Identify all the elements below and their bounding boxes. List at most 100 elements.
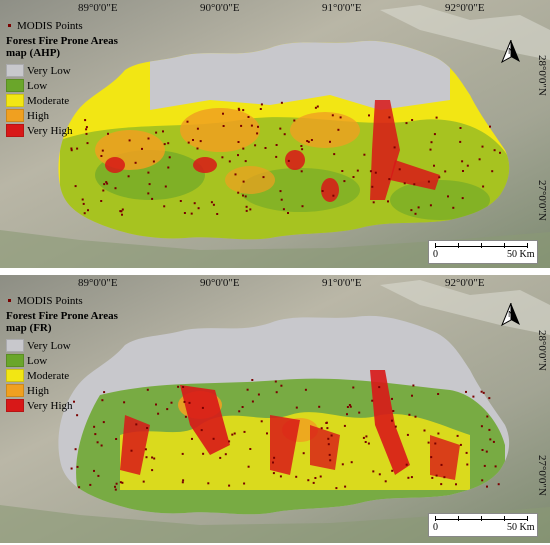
modis-point <box>81 198 84 201</box>
swatch-very-low <box>6 339 24 352</box>
north-arrow-icon: N <box>500 40 520 64</box>
modis-point <box>387 200 389 203</box>
modis-point <box>331 114 334 117</box>
modis-point <box>93 425 96 428</box>
legend-row-moderate: Moderate <box>6 93 118 108</box>
modis-point <box>152 160 155 163</box>
modis-point <box>462 170 464 172</box>
modis-point <box>76 414 79 417</box>
modis-point <box>87 209 89 212</box>
modis-point <box>314 477 317 479</box>
legend-modis-row: MODIS Points <box>6 20 118 32</box>
modis-point <box>391 469 394 472</box>
modis-point <box>251 379 254 381</box>
scale-label-end: 50 Km <box>507 249 535 260</box>
scale-tick <box>435 516 436 521</box>
legend-label: Very Low <box>27 64 71 77</box>
modis-point <box>356 169 359 172</box>
lon-label-90: 90°0'0"E <box>200 277 240 289</box>
modis-point <box>394 425 397 428</box>
modis-point <box>327 443 330 446</box>
modis-point <box>97 474 100 477</box>
modis-point <box>197 207 200 210</box>
modis-point <box>240 124 243 127</box>
modis-point <box>350 461 353 464</box>
modis-point <box>287 212 289 214</box>
modis-point <box>275 391 278 394</box>
legend-label: Very High <box>27 399 73 412</box>
modis-point <box>93 469 95 472</box>
modis-point <box>246 388 249 391</box>
lon-label-92: 92°0'0"E <box>445 2 485 14</box>
modis-point <box>233 432 236 435</box>
modis-point <box>301 205 304 208</box>
modis-point <box>243 482 246 485</box>
lon-label-89: 89°0'0"E <box>78 277 118 289</box>
modis-point <box>301 148 304 151</box>
modis-point <box>182 386 185 388</box>
modis-point <box>228 484 231 487</box>
modis-point <box>333 153 336 156</box>
modis-point <box>191 437 193 440</box>
modis-point <box>164 185 167 188</box>
modis-point <box>237 107 240 110</box>
modis-point <box>247 116 250 118</box>
modis-point <box>300 145 303 147</box>
modis-point <box>435 116 438 119</box>
modis-point <box>127 175 130 178</box>
legend-label: Very High <box>27 124 73 137</box>
modis-point <box>478 158 481 161</box>
lowland-area <box>0 505 550 543</box>
modis-point <box>310 139 313 141</box>
legend-ahp: MODIS Points Forest Fire Prone Areas map… <box>6 20 118 138</box>
modis-point <box>237 154 239 157</box>
modis-point <box>332 194 335 197</box>
modis-point <box>254 144 257 147</box>
modis-point <box>466 463 469 466</box>
modis-point <box>183 212 186 214</box>
modis-point <box>264 147 267 149</box>
map-fr <box>0 275 550 543</box>
modis-point <box>89 483 92 486</box>
modis-point <box>82 202 85 205</box>
lon-label-90: 90°0'0"E <box>200 2 240 14</box>
legend-row-moderate: Moderate <box>6 368 118 383</box>
scale-tick <box>504 516 505 521</box>
modis-point <box>275 155 278 158</box>
modis-point <box>196 127 199 130</box>
modis-point <box>188 401 191 404</box>
modis-point <box>146 388 149 391</box>
scale-tick <box>481 516 482 521</box>
scale-tick <box>458 243 459 248</box>
modis-point <box>167 166 170 169</box>
legend-label: Low <box>27 354 48 367</box>
modis-point <box>372 470 375 473</box>
modis-point <box>364 441 367 443</box>
modis-point <box>275 144 278 146</box>
modis-point <box>489 438 492 441</box>
modis-point <box>459 443 462 446</box>
modis-point <box>388 178 391 181</box>
modis-point <box>256 132 259 135</box>
swatch-moderate <box>6 94 24 107</box>
modis-point <box>76 465 79 468</box>
modis-point <box>274 380 277 383</box>
modis-point <box>455 483 457 486</box>
modis-point <box>234 173 237 176</box>
modis-point <box>257 125 259 128</box>
legend-label: Moderate <box>27 94 70 107</box>
modis-point <box>393 146 396 149</box>
modis-point <box>241 406 244 408</box>
modis-point <box>339 116 342 119</box>
modis-point <box>307 479 310 482</box>
modis-point <box>222 112 224 115</box>
modis-point <box>245 205 248 208</box>
swatch-high <box>6 384 24 397</box>
modis-point <box>410 476 413 479</box>
modis-point <box>374 171 377 174</box>
modis-point <box>405 463 408 466</box>
modis-point <box>343 424 346 427</box>
modis-point <box>147 192 150 195</box>
modis-point <box>481 479 484 482</box>
north-label: N <box>508 310 514 319</box>
